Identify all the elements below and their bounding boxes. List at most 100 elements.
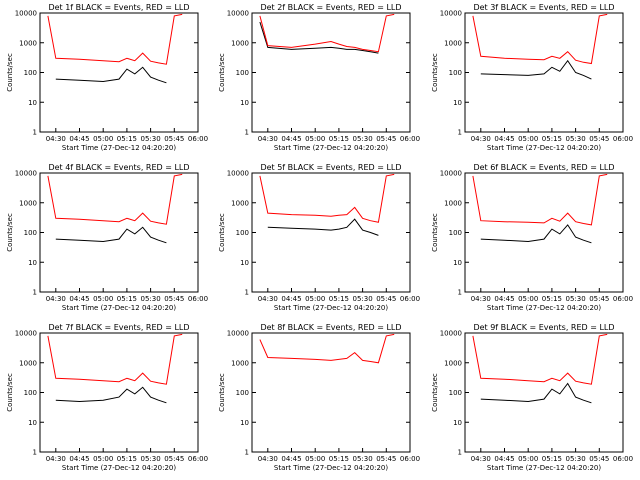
x-tick-label: 04:30 (258, 135, 278, 143)
panel-det-3: Det 3f BLACK = Events, RED = LLD 1 10 100 10… (431, 3, 633, 152)
y-tick-label: 10000 (227, 170, 249, 178)
x-tick-label: 05:30 (353, 135, 373, 143)
x-tick-label: 06:00 (613, 455, 633, 463)
x-tick-label: 06:00 (400, 295, 420, 303)
panel-title: Det 8f BLACK = Events, RED = LLD (260, 323, 401, 332)
plot-frame (39, 172, 199, 293)
panel-det-6: Det 6f BLACK = Events, RED = LLD 1 10 100 10… (431, 163, 633, 312)
plot-frame (251, 332, 411, 453)
panel-title: Det 9f BLACK = Events, RED = LLD (473, 323, 614, 332)
x-tick-label: 04:30 (46, 295, 66, 303)
x-tick-label: 05:45 (376, 295, 396, 303)
x-tick-label: 05:15 (542, 135, 562, 143)
y-tick-label: 10000 (227, 10, 249, 18)
x-tick-label: 05:15 (329, 135, 349, 143)
x-tick-label: 05:15 (117, 295, 137, 303)
panel-det-9: Det 9f BLACK = Events, RED = LLD 1 10 100 10… (431, 323, 633, 472)
y-axis-label: Counts/sec (431, 373, 439, 412)
y-axis-label: Counts/sec (6, 53, 14, 92)
x-axis-label: Start Time (27-Dec-12 04:20:20) (62, 304, 176, 312)
x-tick-label: 05:00 (305, 455, 325, 463)
y-tick-label: 10000 (440, 330, 462, 338)
x-tick-label: 05:00 (518, 295, 538, 303)
y-tick-label: 100 (449, 229, 462, 237)
x-tick-label: 05:45 (589, 455, 609, 463)
x-tick-label: 04:45 (494, 455, 514, 463)
x-tick-label: 04:45 (69, 295, 89, 303)
x-tick-label: 04:30 (471, 135, 491, 143)
panel-det-4: Det 4f BLACK = Events, RED = LLD 1 10 100 10… (6, 163, 208, 312)
panel-det-1: Det 1f BLACK = Events, RED = LLD 1 10 100 10… (6, 3, 208, 152)
y-tick-label: 1000 (231, 359, 249, 367)
y-tick-label: 10 (240, 259, 249, 267)
x-tick-label: 04:30 (258, 455, 278, 463)
x-tick-label: 05:00 (93, 295, 113, 303)
x-tick-label: 04:30 (46, 135, 66, 143)
panel-title: Det 4f BLACK = Events, RED = LLD (48, 163, 189, 172)
series-line-events (480, 59, 592, 80)
x-tick-label: 06:00 (613, 135, 633, 143)
plot-frame (39, 12, 199, 133)
x-tick-label: 05:30 (141, 455, 161, 463)
x-tick-label: 04:30 (46, 455, 66, 463)
x-tick-label: 06:00 (188, 455, 208, 463)
x-axis-label: Start Time (27-Dec-12 04:20:20) (487, 304, 601, 312)
series-line-lld (472, 333, 608, 385)
y-tick-label: 10000 (15, 330, 37, 338)
x-axis-label: Start Time (27-Dec-12 04:20:20) (62, 144, 176, 152)
y-axis-label: Counts/sec (218, 373, 226, 412)
x-axis-label: Start Time (27-Dec-12 04:20:20) (62, 464, 176, 472)
y-tick-label: 10 (28, 259, 37, 267)
y-tick-label: 1 (458, 289, 462, 297)
y-tick-label: 1000 (444, 359, 462, 367)
x-tick-label: 04:30 (471, 455, 491, 463)
y-tick-label: 1 (458, 449, 462, 457)
panel-det-5: Det 5f BLACK = Events, RED = LLD 1 10 100 10… (218, 163, 420, 312)
y-tick-label: 10 (453, 99, 462, 107)
y-tick-label: 10000 (227, 330, 249, 338)
y-tick-label: 100 (236, 389, 249, 397)
panel-det-8: Det 8f BLACK = Events, RED = LLD 1 10 100 10… (218, 323, 420, 472)
y-tick-label: 100 (236, 229, 249, 237)
y-tick-label: 1 (458, 129, 462, 137)
x-tick-label: 05:45 (376, 455, 396, 463)
panel-title: Det 6f BLACK = Events, RED = LLD (473, 163, 614, 172)
panel-title: Det 3f BLACK = Events, RED = LLD (473, 3, 614, 12)
y-axis-label: Counts/sec (6, 373, 14, 412)
x-tick-label: 04:45 (281, 455, 301, 463)
panel-det-2: Det 2f BLACK = Events, RED = LLD 1 10 100 10… (218, 3, 420, 152)
x-tick-label: 05:15 (329, 295, 349, 303)
series-line-lld (472, 13, 608, 65)
series-line-events (480, 224, 592, 244)
x-tick-label: 05:45 (376, 135, 396, 143)
y-tick-label: 1000 (231, 199, 249, 207)
y-tick-label: 100 (236, 69, 249, 77)
series-line-lld (472, 173, 608, 226)
x-tick-label: 04:45 (494, 135, 514, 143)
panel-title: Det 7f BLACK = Events, RED = LLD (48, 323, 189, 332)
y-tick-label: 10 (28, 99, 37, 107)
y-axis-label: Counts/sec (6, 213, 14, 252)
x-tick-label: 04:30 (471, 295, 491, 303)
x-tick-label: 05:15 (542, 455, 562, 463)
y-tick-label: 10 (453, 259, 462, 267)
series-line-events (259, 21, 379, 54)
x-tick-label: 05:45 (589, 295, 609, 303)
plot-frame (251, 12, 411, 133)
series-line-lld (47, 333, 183, 385)
plot-frame (39, 332, 199, 453)
y-tick-label: 10 (28, 419, 37, 427)
x-tick-label: 05:00 (93, 455, 113, 463)
plot-frame (464, 12, 624, 133)
plot-frame (251, 172, 411, 293)
x-tick-label: 05:15 (117, 135, 137, 143)
y-axis-label: Counts/sec (431, 53, 439, 92)
series-line-events (55, 66, 167, 84)
panel-det-7: Det 7f BLACK = Events, RED = LLD 1 10 100 10… (6, 323, 208, 472)
y-tick-label: 100 (449, 69, 462, 77)
x-tick-label: 04:45 (281, 295, 301, 303)
series-line-lld (47, 13, 183, 65)
x-tick-label: 06:00 (188, 135, 208, 143)
y-tick-label: 1 (33, 129, 37, 137)
